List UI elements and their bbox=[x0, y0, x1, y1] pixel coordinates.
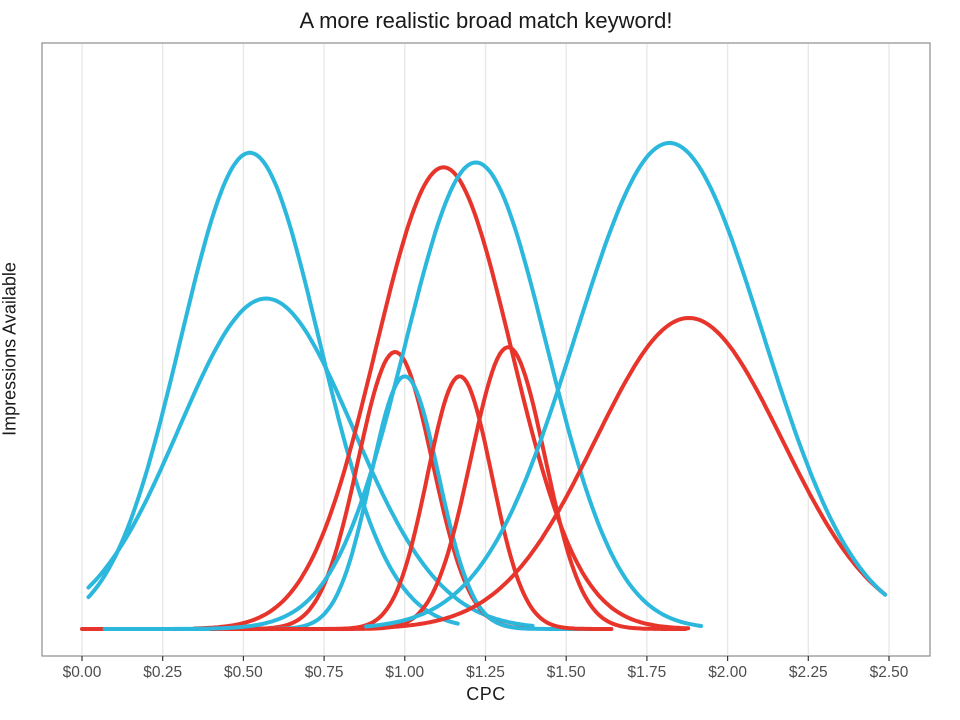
x-tick-label: $0.00 bbox=[63, 664, 102, 681]
x-tick-label: $1.75 bbox=[628, 664, 667, 681]
x-tick-label: $2.25 bbox=[789, 664, 828, 681]
x-axis-title: CPC bbox=[466, 684, 506, 704]
blue-curve-2 bbox=[86, 296, 535, 628]
red-curve-3 bbox=[193, 165, 691, 631]
blue-curve-5 bbox=[364, 141, 888, 629]
y-axis-title-text: Impressions Available bbox=[0, 262, 20, 436]
x-tick-label: $1.25 bbox=[466, 664, 505, 681]
x-tick-label: $2.50 bbox=[870, 664, 909, 681]
red-curve-5 bbox=[377, 316, 888, 630]
x-tick-label: $0.25 bbox=[143, 664, 182, 681]
x-tick-label: $2.00 bbox=[708, 664, 747, 681]
chart-title: A more realistic broad match keyword! bbox=[299, 8, 673, 33]
blue-curve-1 bbox=[86, 150, 460, 626]
blue-curve-4 bbox=[102, 160, 704, 631]
red-curve-4 bbox=[257, 345, 688, 631]
x-tick-label: $1.50 bbox=[547, 664, 586, 681]
x-tick-label: $1.00 bbox=[385, 664, 424, 681]
x-tick-label: $0.50 bbox=[224, 664, 263, 681]
x-tick-label: $0.75 bbox=[305, 664, 344, 681]
